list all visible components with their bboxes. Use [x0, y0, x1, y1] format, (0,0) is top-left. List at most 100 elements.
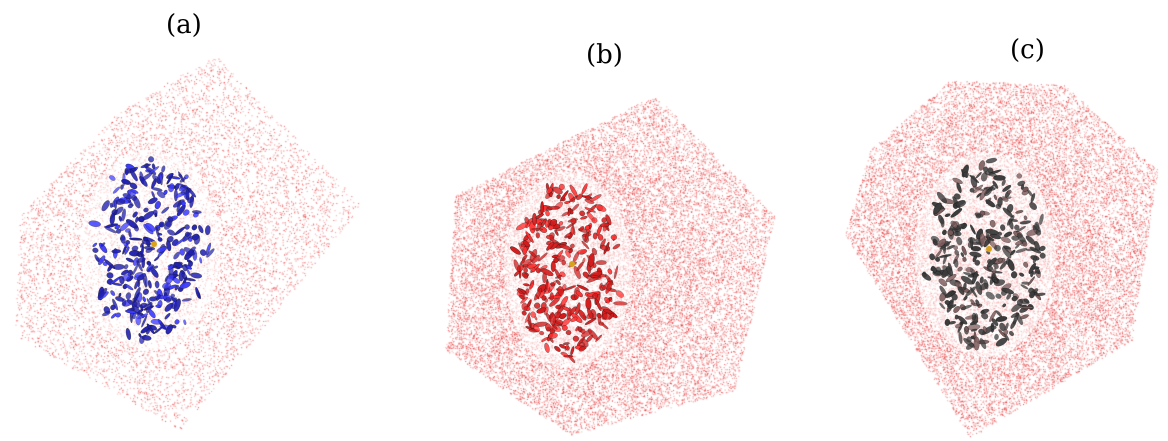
protein-ribbon-segment: [94, 254, 100, 263]
protein-ribbon-segment: [940, 217, 945, 228]
protein-ribbon-segment: [142, 288, 149, 295]
protein-ribbon-segment: [1020, 314, 1029, 320]
protein-ribbon-segment: [596, 312, 602, 319]
protein-ribbon-segment: [137, 308, 144, 314]
protein-ribbon-segment: [976, 192, 982, 198]
protein-ribbon-segment: [937, 238, 947, 248]
protein-ribbon-segment: [530, 311, 536, 318]
protein-ribbon-segment: [1034, 240, 1040, 252]
ligand-marker: [151, 241, 157, 247]
protein-ribbon-segment: [195, 286, 200, 299]
protein-ribbon-segment: [997, 196, 1003, 207]
protein-ribbon-segment: [1000, 236, 1011, 243]
protein-ribbon-segment: [921, 272, 932, 281]
protein-ribbon-segment: [954, 258, 959, 268]
protein-ribbon-segment: [111, 313, 117, 319]
protein-ribbon-segment: [1023, 261, 1029, 268]
protein-ribbon-segment: [118, 215, 122, 222]
protein-ribbon-segment: [114, 200, 117, 210]
protein-ribbon-segment: [607, 268, 613, 275]
protein-ribbon-segment: [124, 283, 134, 291]
protein-ribbon-segment: [164, 220, 173, 230]
protein-ribbon-segment: [179, 248, 185, 256]
protein-ribbon-segment: [1008, 219, 1014, 230]
protein-ribbon-segment: [989, 219, 996, 228]
protein-ribbon-segment: [520, 258, 526, 265]
protein-ribbon-segment: [1039, 252, 1046, 259]
protein-ribbon-segment: [933, 202, 942, 215]
protein-ribbon-segment: [584, 231, 590, 242]
protein-ribbon-segment: [140, 163, 151, 169]
protein-ribbon-segment: [603, 308, 613, 314]
protein-ribbon-segment: [170, 296, 177, 302]
protein-ribbon-segment: [979, 338, 987, 349]
protein-ribbon-segment: [556, 279, 561, 286]
protein-ribbon-segment: [1016, 299, 1023, 306]
protein-ribbon-segment: [995, 337, 1008, 347]
protein-ribbon-segment: [148, 309, 156, 319]
protein-ribbon-segment: [174, 319, 180, 325]
protein-ribbon-segment: [975, 213, 982, 219]
protein-ribbon-segment: [575, 290, 583, 298]
protein-ribbon-segment: [534, 288, 542, 301]
protein-ribbon-segment: [97, 288, 108, 299]
protein-ribbon-segment: [130, 189, 139, 194]
protein-ribbon-segment: [92, 247, 99, 253]
protein-ribbon-segment: [173, 298, 181, 312]
protein-ribbon-segment: [174, 183, 180, 191]
protein-ribbon-segment: [537, 252, 548, 262]
protein-ribbon-segment: [548, 332, 558, 339]
protein-ribbon-segment: [1035, 292, 1046, 297]
protein-ribbon-segment: [591, 217, 598, 224]
protein-ribbon-segment: [570, 217, 577, 225]
protein-ribbon-segment: [547, 281, 550, 292]
protein-ribbon-segment: [560, 352, 568, 357]
protein-ribbon-segment: [1015, 210, 1024, 214]
protein-ribbon-segment: [560, 296, 569, 307]
protein-structure-b: [504, 172, 632, 368]
protein-ribbon-segment: [101, 200, 110, 212]
protein-ribbon-segment: [580, 216, 588, 220]
protein-ribbon-segment: [518, 287, 529, 296]
protein-ribbon-segment: [952, 177, 963, 184]
protein-ribbon-segment: [995, 310, 1003, 317]
protein-ribbon-segment: [953, 306, 960, 313]
protein-ribbon-segment: [168, 183, 175, 193]
protein-ribbon-segment: [579, 210, 586, 217]
protein-ribbon-segment: [953, 231, 962, 237]
protein-ribbon-segment: [1015, 248, 1028, 253]
protein-ribbon-segment: [556, 194, 561, 199]
protein-ribbon-segment: [110, 304, 116, 311]
protein-ribbon-segment: [592, 292, 599, 299]
protein-ribbon-segment: [558, 183, 565, 190]
protein-ribbon-segment: [561, 325, 568, 331]
protein-ribbon-segment: [547, 206, 561, 210]
protein-ribbon-segment: [137, 250, 142, 256]
protein-ribbon-segment: [953, 245, 958, 250]
protein-ribbon-segment: [1011, 296, 1018, 302]
protein-ribbon-segment: [178, 173, 183, 178]
protein-ribbon-segment: [92, 242, 98, 248]
protein-ribbon-segment: [155, 226, 160, 239]
protein-ribbon-segment: [929, 253, 935, 261]
protein-ribbon-segment: [930, 235, 940, 243]
protein-ribbon-segment: [148, 156, 155, 163]
protein-ribbon-segment: [556, 226, 566, 232]
protein-ribbon-segment: [939, 285, 947, 296]
protein-ribbon-segment: [155, 304, 161, 308]
protein-ribbon-segment: [601, 217, 607, 224]
protein-ribbon-segment: [956, 236, 963, 246]
protein-ribbon-segment: [993, 175, 1006, 181]
protein-ribbon-segment: [951, 293, 958, 301]
protein-ribbon-segment: [166, 240, 172, 252]
protein-ribbon-segment: [150, 319, 162, 325]
protein-ribbon-segment: [1002, 245, 1012, 250]
protein-ribbon-segment: [1029, 202, 1037, 210]
protein-ribbon-segment: [1020, 284, 1029, 290]
protein-ribbon-segment: [146, 298, 153, 309]
protein-ribbon-segment: [517, 264, 524, 272]
protein-ribbon-segment: [604, 296, 610, 304]
protein-ribbon-segment: [136, 260, 143, 272]
protein-ribbon-segment: [970, 246, 982, 252]
protein-ribbon-segment: [185, 188, 190, 201]
